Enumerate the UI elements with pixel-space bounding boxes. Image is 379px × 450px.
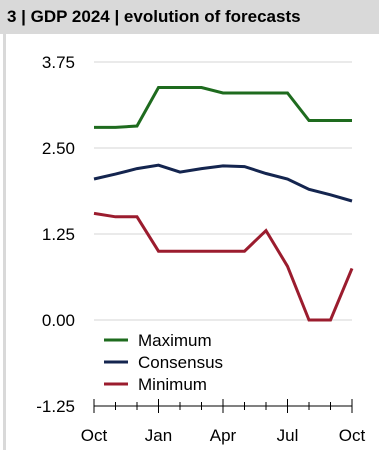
series-line-minimum <box>93 211 354 322</box>
y-tick-label: 3.75 <box>42 53 75 72</box>
y-tick-label: -1.25 <box>36 397 75 416</box>
series-layer <box>93 86 354 322</box>
legend: Maximum Consensus Minimum <box>104 331 223 394</box>
y-tick-label: 1.25 <box>42 225 75 244</box>
y-tick-label: 2.50 <box>42 139 75 158</box>
series-line-consensus <box>93 163 353 203</box>
x-tick-label: Apr <box>210 426 237 445</box>
x-tick-label: Jan <box>145 426 172 445</box>
legend-label-minimum: Minimum <box>138 375 207 394</box>
chart-title: 3 | GDP 2024 | evolution of forecasts <box>0 0 379 34</box>
x-tick-label: Jul <box>277 426 299 445</box>
legend-label-maximum: Maximum <box>138 331 212 350</box>
series-line-maximum <box>94 86 352 129</box>
legend-label-consensus: Consensus <box>138 353 223 372</box>
x-tick-label: Oct <box>81 426 108 445</box>
x-tick-label: Oct <box>339 426 366 445</box>
y-tick-label: 0.00 <box>42 311 75 330</box>
axis-layer: 3.75 2.50 1.25 0.00 -1.25 Oct Jan Apr Jul Oct <box>3 34 366 450</box>
